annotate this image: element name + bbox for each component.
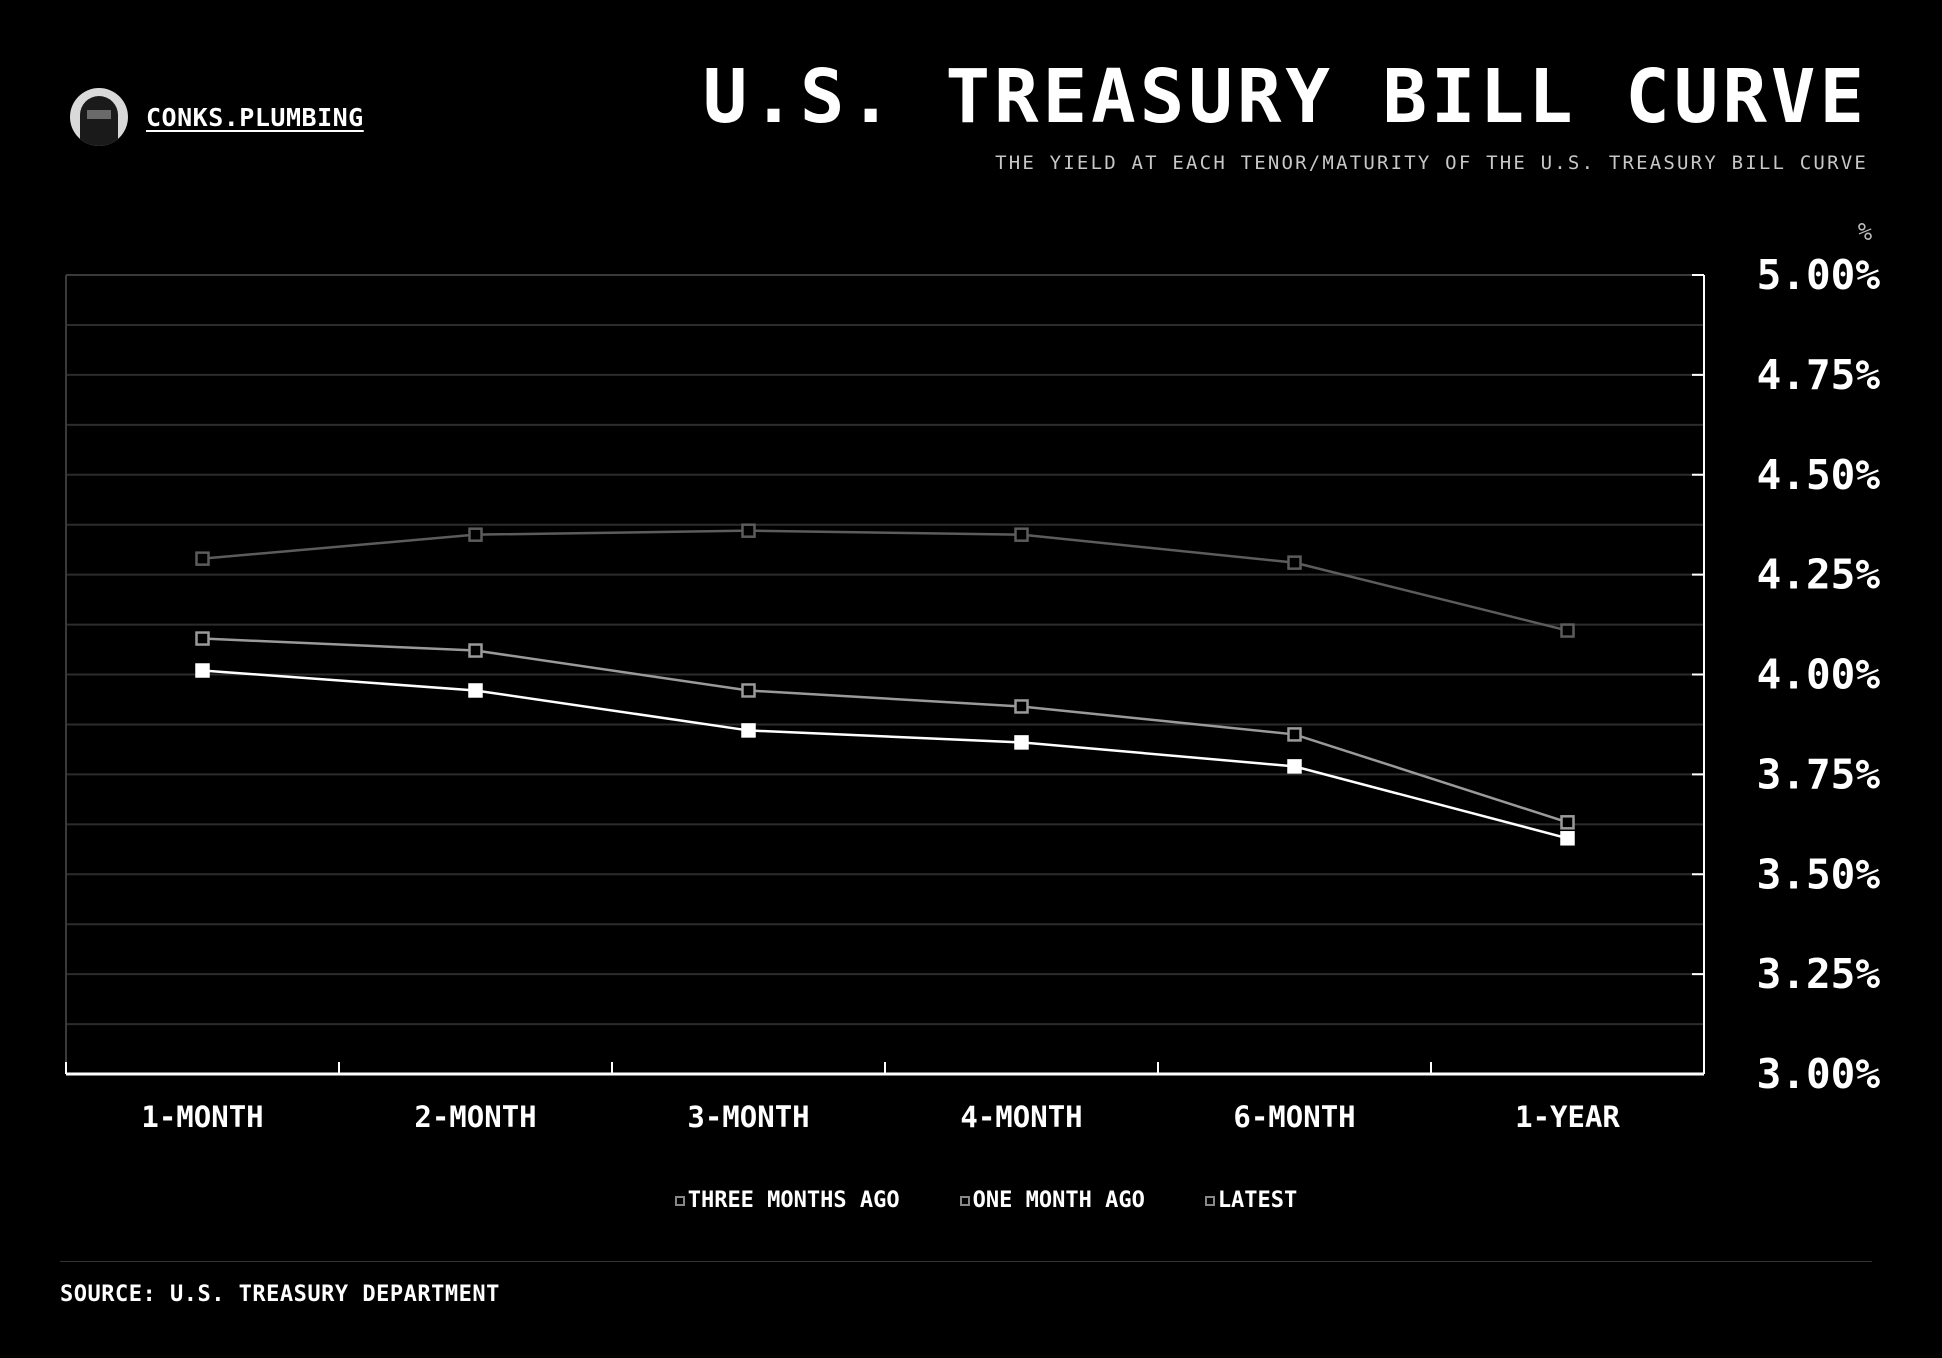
y-tick-label: 4.00% <box>1757 651 1881 699</box>
point-marker-three-months-ago <box>195 551 210 566</box>
point-marker-one-month-ago <box>195 631 210 646</box>
point-marker-latest <box>1014 735 1029 750</box>
legend-label: THREE MONTHS AGO <box>687 1188 900 1213</box>
point-marker-one-month-ago <box>741 683 756 698</box>
x-tick-label: 6-MONTH <box>1233 1100 1355 1134</box>
legend-swatch-icon <box>959 1195 970 1206</box>
point-marker-three-months-ago <box>468 527 483 542</box>
point-marker-one-month-ago <box>1014 699 1029 714</box>
y-tick-label: 4.50% <box>1757 451 1881 499</box>
chart-subtitle: THE YIELD AT EACH TENOR/MATURITY OF THE … <box>995 152 1868 174</box>
x-tick-label: 1-YEAR <box>1515 1100 1620 1134</box>
x-tick-label: 4-MONTH <box>960 1100 1082 1134</box>
point-marker-three-months-ago <box>1287 555 1302 570</box>
point-marker-three-months-ago <box>1014 527 1029 542</box>
series-line-three-months-ago <box>202 529 1568 632</box>
y-tick-label: 3.50% <box>1757 850 1881 898</box>
legend-item-one-month-ago: ONE MONTH AGO <box>959 1188 1145 1213</box>
point-marker-one-month-ago <box>1287 727 1302 742</box>
point-marker-latest <box>468 683 483 698</box>
point-marker-one-month-ago <box>1560 815 1575 830</box>
brand-link[interactable]: CONKS.PLUMBING <box>146 102 364 132</box>
gridlines <box>66 274 1704 1075</box>
point-marker-three-months-ago <box>741 523 756 538</box>
x-tick-label: 2-MONTH <box>414 1100 536 1134</box>
legend: THREE MONTHS AGO ONE MONTH AGO LATEST <box>0 1188 1942 1213</box>
legend-swatch-icon <box>1204 1195 1215 1206</box>
y-axis-unit-label: % <box>1858 218 1873 246</box>
legend-item-three-months-ago: THREE MONTHS AGO <box>674 1188 900 1213</box>
y-tick-label: 3.25% <box>1757 950 1881 998</box>
y-tick-label: 3.75% <box>1757 750 1881 798</box>
legend-label: ONE MONTH AGO <box>972 1188 1145 1213</box>
point-marker-latest <box>1560 831 1575 846</box>
y-tick-label: 4.25% <box>1757 551 1881 599</box>
point-marker-latest <box>195 663 210 678</box>
chart-title: U.S. TREASURY BILL CURVE <box>702 54 1868 140</box>
point-marker-latest <box>741 723 756 738</box>
avatar-logo <box>70 88 128 146</box>
axis-labels: 3.00% 3.25% 3.50% 3.75% 4.00% 4.25% 4.50% 4.75%… <box>141 218 1880 1134</box>
brand[interactable]: CONKS.PLUMBING <box>70 88 364 146</box>
point-marker-three-months-ago <box>1560 623 1575 638</box>
series-lines <box>195 523 1575 846</box>
x-tick-label: 3-MONTH <box>687 1100 809 1134</box>
source-note: SOURCE: U.S. TREASURY DEPARTMENT <box>60 1282 500 1307</box>
x-tick-label: 1-MONTH <box>141 1100 263 1134</box>
footer-divider <box>60 1261 1872 1262</box>
y-tick-label: 5.00% <box>1757 251 1881 299</box>
y-tick-label: 3.00% <box>1757 1050 1881 1098</box>
legend-label: LATEST <box>1217 1188 1298 1213</box>
legend-item-latest: LATEST <box>1204 1188 1298 1213</box>
legend-swatch-icon <box>674 1195 685 1206</box>
point-marker-one-month-ago <box>468 643 483 658</box>
axes <box>65 274 1705 1076</box>
series-line-latest <box>202 669 1568 840</box>
point-marker-latest <box>1287 759 1302 774</box>
series-line-one-month-ago <box>202 637 1568 824</box>
y-tick-label: 4.75% <box>1757 351 1881 399</box>
